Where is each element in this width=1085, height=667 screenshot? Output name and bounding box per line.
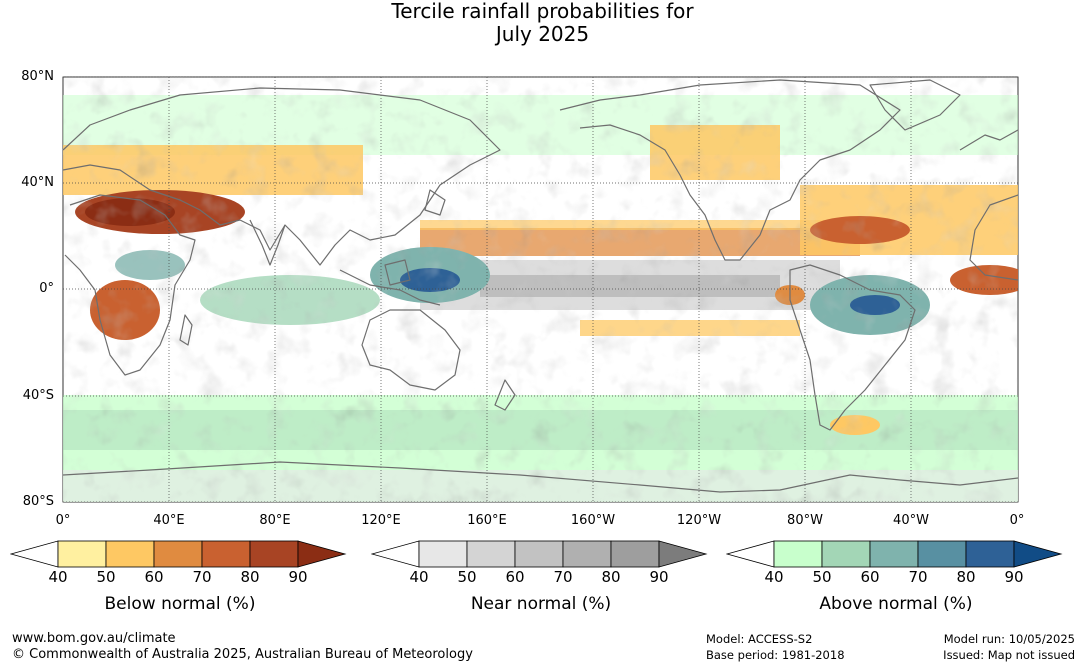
colorbar-extend-low xyxy=(371,540,420,568)
lat-label-40s: 40°S xyxy=(22,388,54,403)
colorbar-segment xyxy=(105,540,155,568)
coast-antarctica xyxy=(62,461,1019,493)
colorbar-tick-label: 40 xyxy=(409,568,429,586)
lat-label-0: 0° xyxy=(39,281,54,296)
colorbar-extend-low xyxy=(726,540,775,568)
colorbar-segment xyxy=(249,540,299,568)
coast-greenland xyxy=(869,79,961,131)
colorbar-segment xyxy=(153,540,203,568)
colorbar-extend-high xyxy=(1013,540,1063,568)
footer-base-period: Base period: 1981-2018 xyxy=(706,648,845,662)
coast-europe xyxy=(959,129,1019,151)
map-title: Tercile rainfall probabilities for July … xyxy=(0,0,1085,46)
colorbar-below-normal xyxy=(10,540,347,568)
colorbar-segment xyxy=(201,540,251,568)
colorbar-segment xyxy=(773,540,823,568)
lon-label-120w: 120°W xyxy=(676,513,722,528)
lon-label-40w: 40°W xyxy=(893,513,929,528)
colorbar-tick-label: 80 xyxy=(601,568,621,586)
colorbar-extend-low xyxy=(10,540,59,568)
coast-indonesia xyxy=(339,269,441,306)
lon-label-80w: 80°W xyxy=(787,513,823,528)
colorbar-tick-label: 60 xyxy=(860,568,880,586)
colorbar-below-title: Below normal (%) xyxy=(104,594,256,614)
title-line-1: Tercile rainfall probabilities for xyxy=(391,0,694,23)
lon-label-160w: 160°W xyxy=(570,513,616,528)
lat-label-40n: 40°N xyxy=(21,175,54,190)
coast-borneo xyxy=(384,259,411,286)
colorbar-tick-label: 90 xyxy=(1004,568,1024,586)
colorbar-segment xyxy=(610,540,660,568)
coast-west-africa xyxy=(969,194,1019,281)
colorbar-extend-high xyxy=(658,540,708,568)
colorbar-tick-label: 50 xyxy=(96,568,116,586)
graticule xyxy=(63,76,1018,503)
colorbar-segment xyxy=(965,540,1015,568)
colorbar-tick-label: 70 xyxy=(908,568,928,586)
coast-africa xyxy=(64,194,196,376)
lon-label-160e: 160°E xyxy=(467,513,507,528)
title-line-2: July 2025 xyxy=(495,22,590,46)
colorbar-above-normal xyxy=(726,540,1063,568)
colorbar-tick-label: 70 xyxy=(553,568,573,586)
colorbar-tick-label: 60 xyxy=(144,568,164,586)
colorbar-extend-high xyxy=(297,540,347,568)
coast-eurasia xyxy=(62,87,501,266)
coast-north-america xyxy=(559,79,901,261)
colorbar-near-title: Near normal (%) xyxy=(470,594,612,614)
colorbar-segment xyxy=(917,540,967,568)
lon-label-80e: 80°E xyxy=(259,513,291,528)
lon-label-0-right: 0° xyxy=(1009,513,1025,528)
footer-model-run: Model run: 10/05/2025 xyxy=(943,632,1075,646)
lon-label-0: 0° xyxy=(55,513,71,528)
coast-new-zealand xyxy=(494,379,516,411)
lon-label-120e: 120°E xyxy=(361,513,401,528)
field-texture xyxy=(63,77,1018,502)
lat-label-80n: 80°N xyxy=(21,69,54,84)
colorbar-tick-label: 50 xyxy=(457,568,477,586)
colorbar-tick-label: 90 xyxy=(649,568,669,586)
colorbar-segment xyxy=(418,540,468,568)
colorbar-segment xyxy=(57,540,107,568)
colorbar-near-normal xyxy=(371,540,708,568)
coast-india xyxy=(249,219,286,266)
colorbar-tick-label: 40 xyxy=(48,568,68,586)
coast-madagascar xyxy=(179,314,193,346)
coast-australia xyxy=(361,309,461,391)
colorbar-segment xyxy=(562,540,612,568)
lat-label-80s: 80°S xyxy=(22,494,54,509)
colorbar-tick-label: 80 xyxy=(956,568,976,586)
colorbar-tick-label: 60 xyxy=(505,568,525,586)
probability-field xyxy=(63,77,1018,502)
coastlines xyxy=(62,79,1019,493)
colorbar-above-title: Above normal (%) xyxy=(819,594,973,614)
footer-copyright: © Commonwealth of Australia 2025, Austra… xyxy=(12,647,473,662)
footer-website: www.bom.gov.au/climate xyxy=(12,631,176,646)
colorbar-tick-label: 80 xyxy=(240,568,260,586)
colorbar-tick-label: 70 xyxy=(192,568,212,586)
coast-south-america xyxy=(789,264,916,431)
colorbar-segment xyxy=(821,540,871,568)
coast-japan xyxy=(424,189,446,216)
footer-model: Model: ACCESS-S2 xyxy=(706,632,813,646)
colorbar-tick-label: 90 xyxy=(288,568,308,586)
footer-issued: Issued: Map not issued xyxy=(943,648,1075,662)
colorbar-segment xyxy=(869,540,919,568)
colorbar-tick-label: 40 xyxy=(764,568,784,586)
colorbar-segment xyxy=(466,540,516,568)
colorbar-segment xyxy=(514,540,564,568)
colorbar-tick-label: 50 xyxy=(812,568,832,586)
lon-label-40e: 40°E xyxy=(153,513,185,528)
